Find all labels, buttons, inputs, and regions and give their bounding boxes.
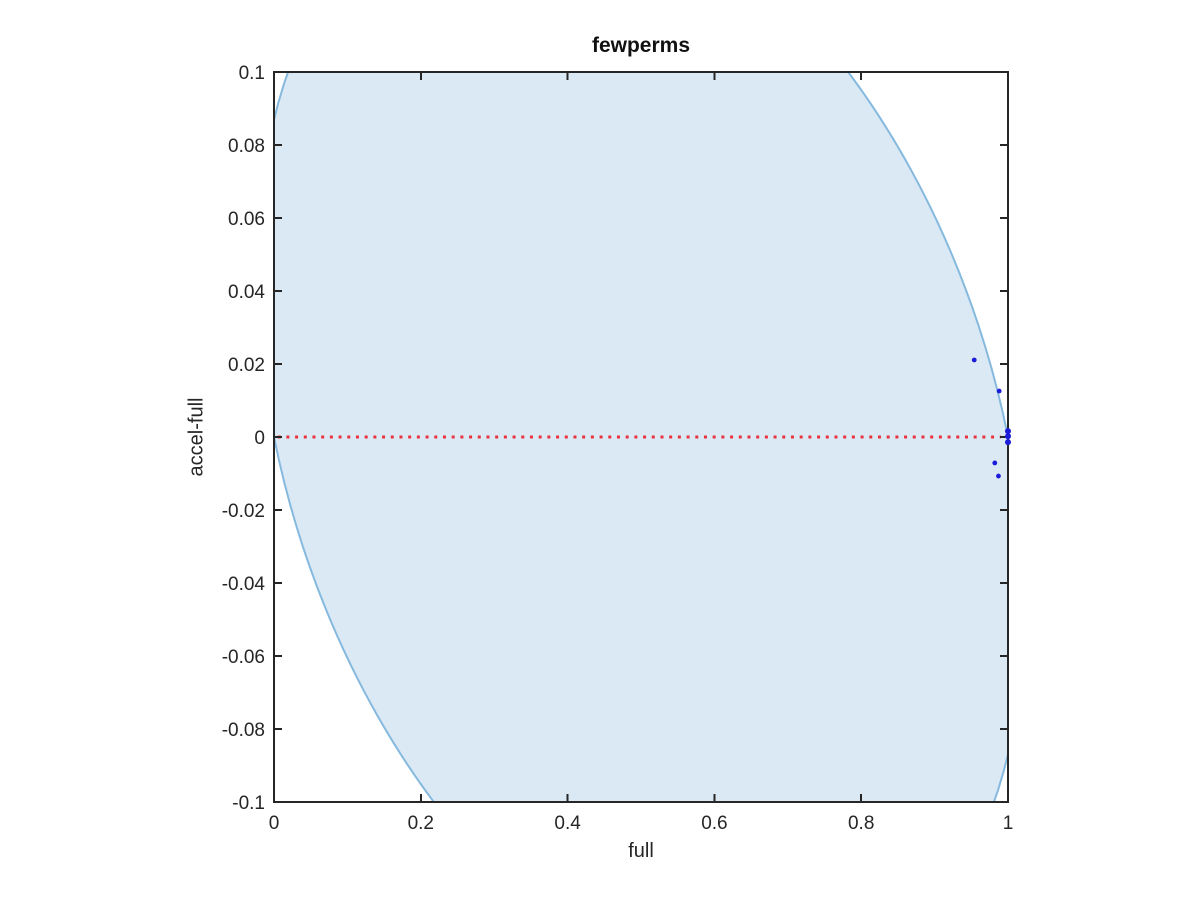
scatter-point	[992, 460, 998, 466]
clipped-layer	[274, 72, 1008, 802]
x-tick-label: 0.2	[408, 813, 434, 834]
x-tick-label: 0.8	[848, 813, 874, 834]
y-tick-label: -0.02	[222, 501, 265, 522]
y-tick-label: 0	[254, 428, 265, 449]
tick-labels-group: 0 0.2 0.4 0.6 0.8 1 -0.1 -0.08 -0.06 -0.04 -0.02 0 0…	[222, 63, 1014, 834]
y-tick-label: -0.08	[222, 720, 265, 741]
x-tick-label: 0	[269, 813, 280, 834]
scatter-point	[996, 388, 1002, 394]
scatter-point	[971, 357, 977, 363]
scatter-point-cluster	[1005, 433, 1011, 440]
plot-title: fewperms	[591, 34, 691, 57]
y-tick-label: 0.04	[228, 282, 265, 303]
y-tick-label: 0.06	[228, 209, 265, 230]
y-tick-label: 0.02	[228, 355, 265, 376]
y-tick-label: -0.1	[232, 793, 265, 814]
y-tick-label: 0.08	[228, 136, 265, 157]
y-tick-label: -0.06	[222, 647, 265, 668]
scatter-point-cluster	[1005, 428, 1011, 435]
x-tick-label: 0.6	[701, 813, 727, 834]
x-tick-label: 1	[1003, 813, 1014, 834]
scatter-points-group	[971, 357, 1011, 479]
x-axis-label: full	[628, 840, 654, 862]
scatter-point-cluster	[1005, 439, 1011, 446]
shaded-region	[274, 72, 1008, 802]
x-tick-label: 0.4	[554, 813, 581, 834]
scatter-point	[996, 473, 1001, 479]
y-tick-label: -0.04	[222, 574, 266, 595]
y-tick-label: 0.1	[239, 63, 265, 84]
y-axis-label: accel-full	[185, 397, 208, 477]
